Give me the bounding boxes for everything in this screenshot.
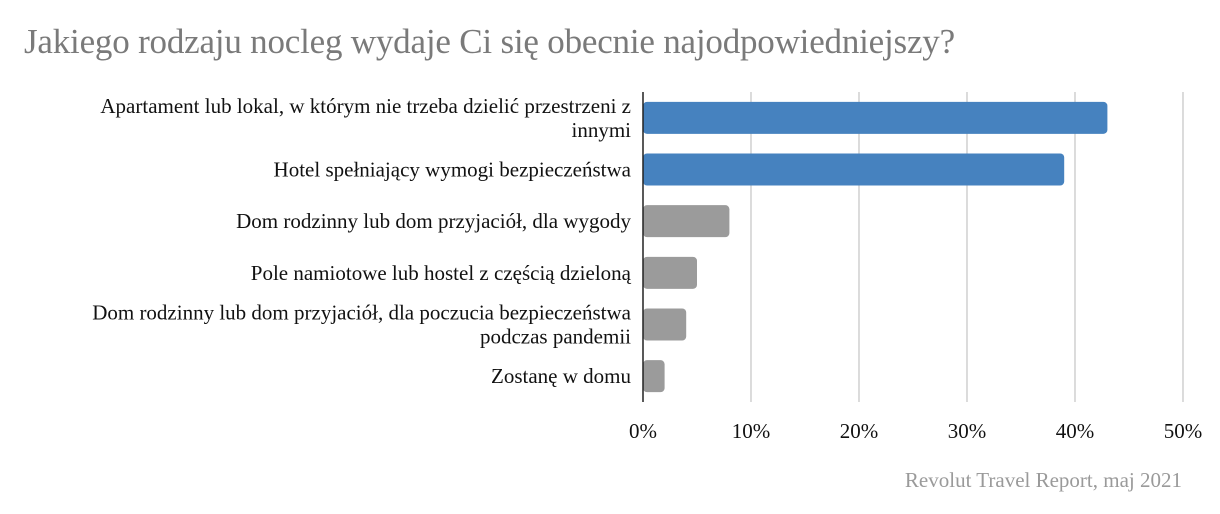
category-label-line: Dom rodzinny lub dom przyjaciół, dla poc… [92,301,631,325]
bars [643,101,1108,393]
category-label-line: Zostanę w domu [491,364,631,388]
bar-6 [643,360,665,393]
category-label-2: Hotel spełniający wymogi bezpieczeństwa [274,158,632,182]
gridlines [750,92,1184,402]
source-note: Revolut Travel Report, maj 2021 [904,468,1182,492]
bar-5 [643,308,687,341]
category-label-4: Pole namiotowe lub hostel z częścią dzie… [251,261,632,285]
category-label-line: innymi [571,118,631,142]
chart-title: Jakiego rodzaju nocleg wydaje Ci się obe… [24,22,955,61]
category-label-3: Dom rodzinny lub dom przyjaciół, dla wyg… [236,209,631,233]
bar-2 [643,153,1065,186]
category-label-line: Dom rodzinny lub dom przyjaciół, dla wyg… [236,209,631,233]
category-label-line: Pole namiotowe lub hostel z częścią dzie… [251,261,632,285]
x-tick-label: 20% [840,419,879,443]
bar-3 [643,205,730,238]
x-tick-label: 10% [732,419,771,443]
category-label-5: Dom rodzinny lub dom przyjaciół, dla poc… [92,301,631,349]
x-tick-label: 40% [1056,419,1095,443]
x-tick-label: 0% [629,419,657,443]
category-labels: Apartament lub lokal, w którym nie trzeb… [92,94,631,388]
bar-4 [643,256,697,289]
bar-1 [643,101,1108,134]
category-label-line: Apartament lub lokal, w którym nie trzeb… [100,94,631,118]
x-tick-labels: 0% 10% 20% 30% 40% 50% [629,419,1202,443]
category-label-6: Zostanę w domu [491,364,631,388]
category-label-line: podczas pandemii [480,325,631,349]
x-tick-label: 50% [1164,419,1203,443]
category-label-line: Hotel spełniający wymogi bezpieczeństwa [274,158,632,182]
x-tick-label: 30% [948,419,987,443]
category-label-1: Apartament lub lokal, w którym nie trzeb… [100,94,631,142]
